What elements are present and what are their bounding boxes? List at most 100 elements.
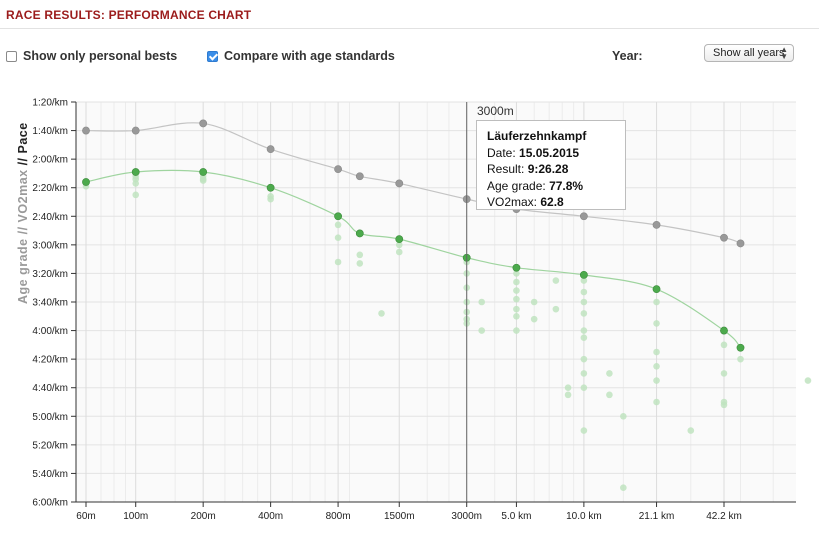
ylabel-age-grade: Age grade [16,238,30,304]
other-result-point [720,401,728,409]
result-tooltip: Läuferzehnkampf Date: 15.05.2015 Result:… [476,120,626,210]
personal-best-point [266,183,275,192]
other-result-point [687,427,695,434]
tooltip-result-label: Result: [487,162,525,176]
age-standards-checkbox[interactable] [207,50,218,62]
tooltip-date: 15.05.2015 [519,145,580,160]
select-arrows-icon: ▲ ▼ [780,45,788,61]
other-result-point [552,305,560,313]
y-tick-label: 5:00/km [32,412,68,423]
personal-best-point [334,212,342,221]
age-standards-toggle[interactable]: Compare with age standards [207,49,395,63]
personal-bests-toggle[interactable]: Show only personal bests [6,49,177,63]
other-result-point [356,260,364,267]
other-result-point [513,295,520,303]
age-standard-point [199,119,208,128]
x-tick-label: 200m [191,511,216,522]
tooltip-date-row: Date: 15.05.2015 [487,145,615,162]
x-tick-label: 1500m [384,511,415,522]
y-tick-label: 1:20/km [32,98,68,109]
y-tick-label: 1:40/km [32,126,68,137]
ylabel-pace: Pace [16,122,30,154]
tooltip-agegrade-row: Age grade: 77.8% [487,178,615,195]
other-result-point [513,270,520,277]
age-standards-label[interactable]: Compare with age standards [224,49,395,63]
personal-best-point [82,178,90,186]
x-tick-label: 42.2 km [706,511,742,522]
other-result-point [653,377,660,384]
y-axis-label: Age grade // VO2max // Pace [16,122,30,304]
other-result-point [606,391,613,399]
y-tick-label: 5:20/km [32,440,68,451]
y-tick-label: 2:00/km [32,155,68,166]
year-select-value: Show all years [713,47,785,59]
title-divider [0,28,819,29]
y-tick-label: 3:00/km [32,240,68,251]
age-standard-point [395,179,404,188]
other-result-point [395,248,403,256]
y-tick-label: 5:40/km [32,469,68,480]
personal-best-point [720,326,728,335]
other-result-point [580,384,588,392]
year-label: Year: [612,49,643,63]
other-result-point [478,327,486,334]
tooltip-agegrade: 77.8% [549,178,584,193]
x-tick-label: 60m [76,511,95,522]
tooltip-result: 9:26.28 [527,162,569,176]
other-result-point [580,277,588,284]
y-tick-label: 3:20/km [32,269,68,280]
tooltip-vo2max-label: VO2max: [487,195,538,209]
personal-best-point [736,343,745,352]
other-result-point [720,341,728,349]
age-standard-point [720,233,728,242]
age-standard-point [652,220,661,229]
personal-bests-label[interactable]: Show only personal bests [23,49,178,63]
other-result-point [513,312,520,320]
other-result-point [580,310,588,317]
tooltip-vo2max-row: VO2max: 62.8 [487,194,615,211]
other-result-point [580,355,588,363]
other-result-point [564,391,572,399]
series-points [82,119,745,352]
other-result-point [737,355,744,363]
personal-bests-checkbox[interactable] [6,50,17,62]
other-result-point [334,234,342,242]
x-tick-label: 3000m [451,511,482,522]
other-result-point [513,287,520,294]
y-tick-label: 2:20/km [32,183,68,194]
age-standard-point [736,239,745,248]
other-result-point [513,327,520,334]
other-result-point [199,177,207,184]
personal-best-point [652,285,661,294]
personal-best-point [512,263,521,272]
other-result-point [580,288,588,296]
other-result-point [653,320,660,327]
y-tick-label: 3:40/km [32,298,68,309]
age-standard-point [579,212,588,221]
other-result-point [580,327,588,334]
other-result-point [132,180,140,187]
tooltip-date-label: Date: [487,145,516,160]
y-tick-label: 6:00/km [32,498,68,509]
other-result-point [334,258,342,266]
other-result-point [552,277,560,284]
other-result-point [653,398,660,406]
tooltip-result-row: Result: 9:26.28 [487,161,615,178]
year-select[interactable]: Show all years ▲ ▼ [704,44,794,62]
other-result-point [132,191,140,199]
other-result-point [530,298,538,306]
other-result-point [513,305,520,313]
y-tick-label: 4:40/km [32,383,68,394]
other-result-point [334,221,342,229]
tooltip-vo2max: 62.8 [540,195,564,209]
age-standard-point [355,172,364,181]
other-result-point [580,370,588,377]
other-result-point [620,412,627,420]
other-result-point [620,484,627,492]
other-result-point [580,334,588,342]
other-result-point [267,195,274,203]
ylabel-vo2max: VO2max [16,169,30,223]
age-standard-point [334,165,342,174]
other-result-point [580,427,588,434]
